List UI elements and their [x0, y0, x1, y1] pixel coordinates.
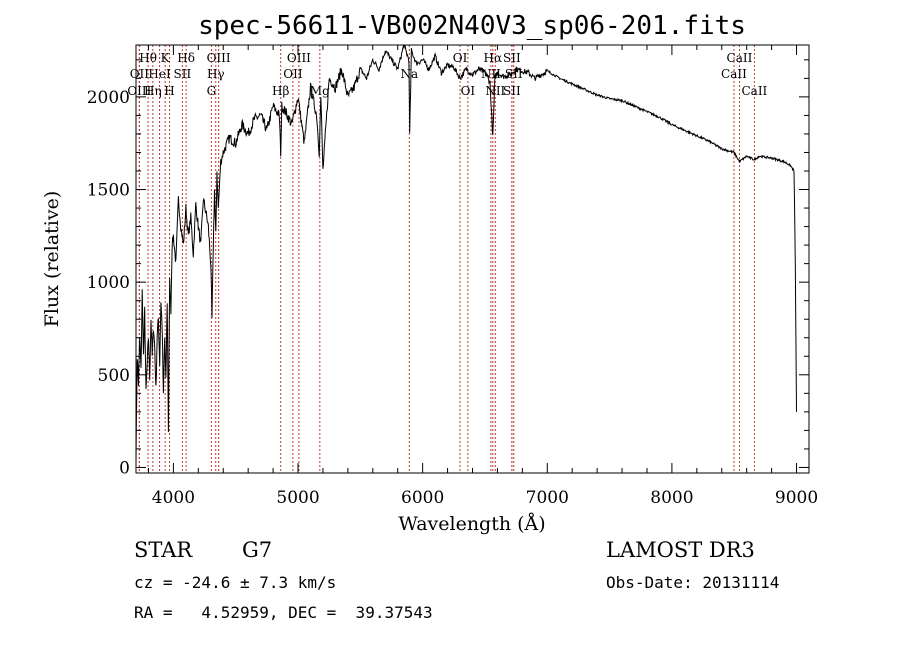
y-axis-label: Flux (relative) [41, 191, 63, 328]
spectral-line-label: OII [130, 67, 150, 81]
spectral-line-label: Hα [484, 51, 503, 65]
spectral-line-label: OIII [287, 51, 311, 65]
spectral-lines [138, 45, 755, 473]
x-tick-label: 8000 [650, 488, 693, 508]
spectral-line-label: CaII [721, 67, 747, 81]
x-axis-label: Wavelength (Å) [398, 513, 545, 535]
y-tick-label: 1500 [87, 181, 130, 201]
x-tick-label: 5000 [276, 488, 319, 508]
spectral-line-label: OI [453, 51, 468, 65]
spectral-line-label: Mg [310, 84, 330, 98]
spectral-line-label: SII [503, 51, 521, 65]
redshift-velocity: cz = -24.6 ± 7.3 km/s [134, 573, 337, 592]
spectral-line-label: SII [503, 84, 521, 98]
y-tick-label: 500 [98, 366, 130, 386]
spectral-line-label: Hθ [139, 51, 157, 65]
sky-coordinates: RA = 4.52959, DEC = 39.37543 [134, 603, 433, 622]
spectral-line-label: SII [505, 67, 523, 81]
spectral-line-label: H [164, 84, 174, 98]
y-axis-ticks: 0 500 1000 1500 2000 [87, 59, 809, 478]
flux-series [135, 43, 797, 464]
chart-title: spec-56611-VB002N40V3_sp06-201.fits [198, 11, 746, 41]
spectral-line-label: K [161, 51, 171, 65]
observation-date: Obs-Date: 20131114 [606, 573, 780, 592]
x-tick-label: 7000 [526, 488, 569, 508]
spectral-line-label: Hδ [177, 51, 195, 65]
y-tick-label: 0 [119, 458, 130, 478]
spectral-line-label: HeI [148, 67, 171, 81]
plot-frame [135, 44, 810, 474]
spectral-line-label: OIII [127, 84, 151, 98]
spectral-line-label: SII [174, 67, 192, 81]
spectral-line-label: OII [283, 67, 303, 81]
spectral-line-label: OIII [207, 51, 231, 65]
x-tick-label: 4000 [152, 488, 195, 508]
object-subclass: G7 [242, 538, 273, 562]
spectral-line-label: CaII [741, 84, 767, 98]
y-tick-label: 2000 [87, 88, 130, 108]
spectral-line-label: Hγ [207, 67, 225, 81]
object-class: STAR [134, 538, 193, 562]
flux-line [135, 43, 797, 464]
x-tick-label: 9000 [775, 488, 818, 508]
y-tick-label: 1000 [87, 273, 130, 293]
spectral-line-label: CaII [727, 51, 753, 65]
spectral-line-label: OI [461, 84, 476, 98]
spectral-line-label: G [207, 84, 217, 98]
x-axis-ticks: 4000 5000 6000 7000 8000 9000 [147, 45, 818, 508]
x-tick-label: 6000 [401, 488, 444, 508]
spectral-line-label: Hη [144, 84, 162, 98]
spectral-line-label: Hβ [272, 84, 289, 98]
survey-name: LAMOST DR3 [606, 538, 755, 562]
